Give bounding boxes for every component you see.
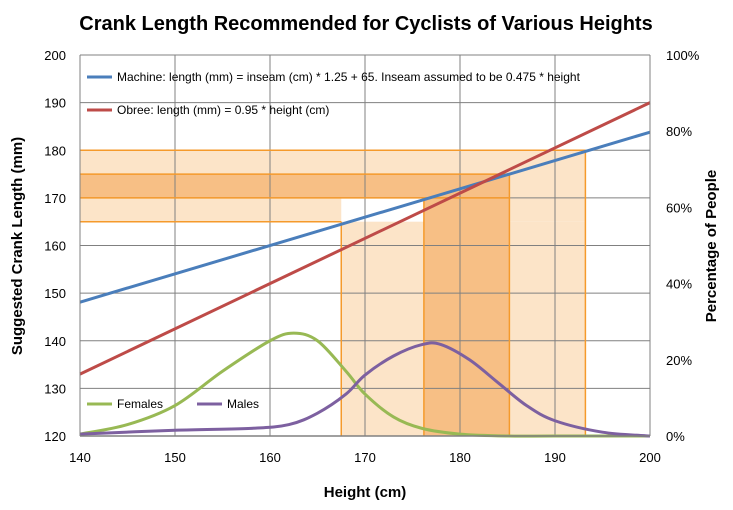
legend: Machine: length (mm) = inseam (cm) * 1.2… (87, 70, 581, 411)
legend-label-females: Females (117, 397, 163, 411)
x-tick-label-190: 190 (544, 450, 566, 465)
x-axis-label: Height (cm) (324, 484, 407, 501)
y2-tick-label-40pct: 40% (666, 277, 692, 292)
x-tick-label-170: 170 (354, 450, 376, 465)
y2-tick-label-100pct: 100% (666, 48, 700, 63)
y2-axis-label: Percentage of People (703, 170, 720, 323)
chart-title: Crank Length Recommended for Cyclists of… (79, 13, 652, 35)
band-female-horizontal-lower (80, 197, 342, 222)
x-tick-label-140: 140 (69, 450, 91, 465)
y-tick-label-180: 180 (44, 143, 66, 158)
band-boundary-lines (80, 149, 587, 436)
legend-label-machine: Machine: length (mm) = inseam (cm) * 1.2… (117, 70, 581, 84)
y2-tick-label-80pct: 80% (666, 124, 692, 139)
y-tick-label-200: 200 (44, 48, 66, 63)
y2-tick-label-60pct: 60% (666, 200, 692, 215)
y-tick-label-190: 190 (44, 96, 66, 111)
y-tick-label-150: 150 (44, 286, 66, 301)
series-line-machine (79, 130, 651, 304)
legend-label-males: Males (227, 397, 259, 411)
y-tick-label-130: 130 (44, 381, 66, 396)
y-axis-label: Suggested Crank Length (mm) (9, 137, 26, 355)
y-tick-label-160: 160 (44, 239, 66, 254)
y2-tick-label-0pct: 0% (666, 429, 685, 444)
axes (79, 55, 651, 437)
y-tick-label-140: 140 (44, 334, 66, 349)
y-tick-label-120: 120 (44, 429, 66, 444)
x-tick-label-160: 160 (259, 450, 281, 465)
series-curve-males (79, 341, 651, 438)
legend-label-obree: Obree: length (mm) = 0.95 * height (cm) (117, 103, 329, 117)
band-overlap-vertical (423, 197, 510, 436)
band-overlap-horizontal (80, 174, 510, 198)
tick-labels: 140 150 160 170 180 190 200 120 130 140 150 160 170 1… (44, 48, 699, 465)
series-line-obree (79, 101, 651, 376)
y-tick-label-170: 170 (44, 191, 66, 206)
y2-tick-label-20pct: 20% (666, 353, 692, 368)
x-tick-label-180: 180 (449, 450, 471, 465)
x-tick-label-150: 150 (164, 450, 186, 465)
highlight-bands (80, 150, 586, 436)
x-tick-label-200: 200 (639, 450, 661, 465)
